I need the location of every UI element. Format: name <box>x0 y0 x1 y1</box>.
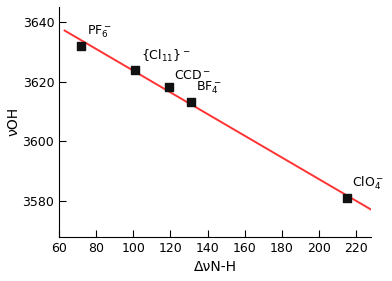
Text: CCD$^-$: CCD$^-$ <box>174 69 211 81</box>
Text: PF$_6^-$: PF$_6^-$ <box>87 23 112 40</box>
X-axis label: ΔνN-H: ΔνN-H <box>194 260 236 274</box>
Text: {Cl$_{11}$}$^-$: {Cl$_{11}$}$^-$ <box>141 47 191 64</box>
Point <box>344 196 350 200</box>
Point <box>78 44 85 48</box>
Y-axis label: νOH: νOH <box>7 107 21 136</box>
Point <box>188 100 194 105</box>
Point <box>165 85 172 90</box>
Text: BF$_4^-$: BF$_4^-$ <box>196 80 222 96</box>
Point <box>132 67 138 72</box>
Text: ClO$_4^-$: ClO$_4^-$ <box>352 175 385 192</box>
